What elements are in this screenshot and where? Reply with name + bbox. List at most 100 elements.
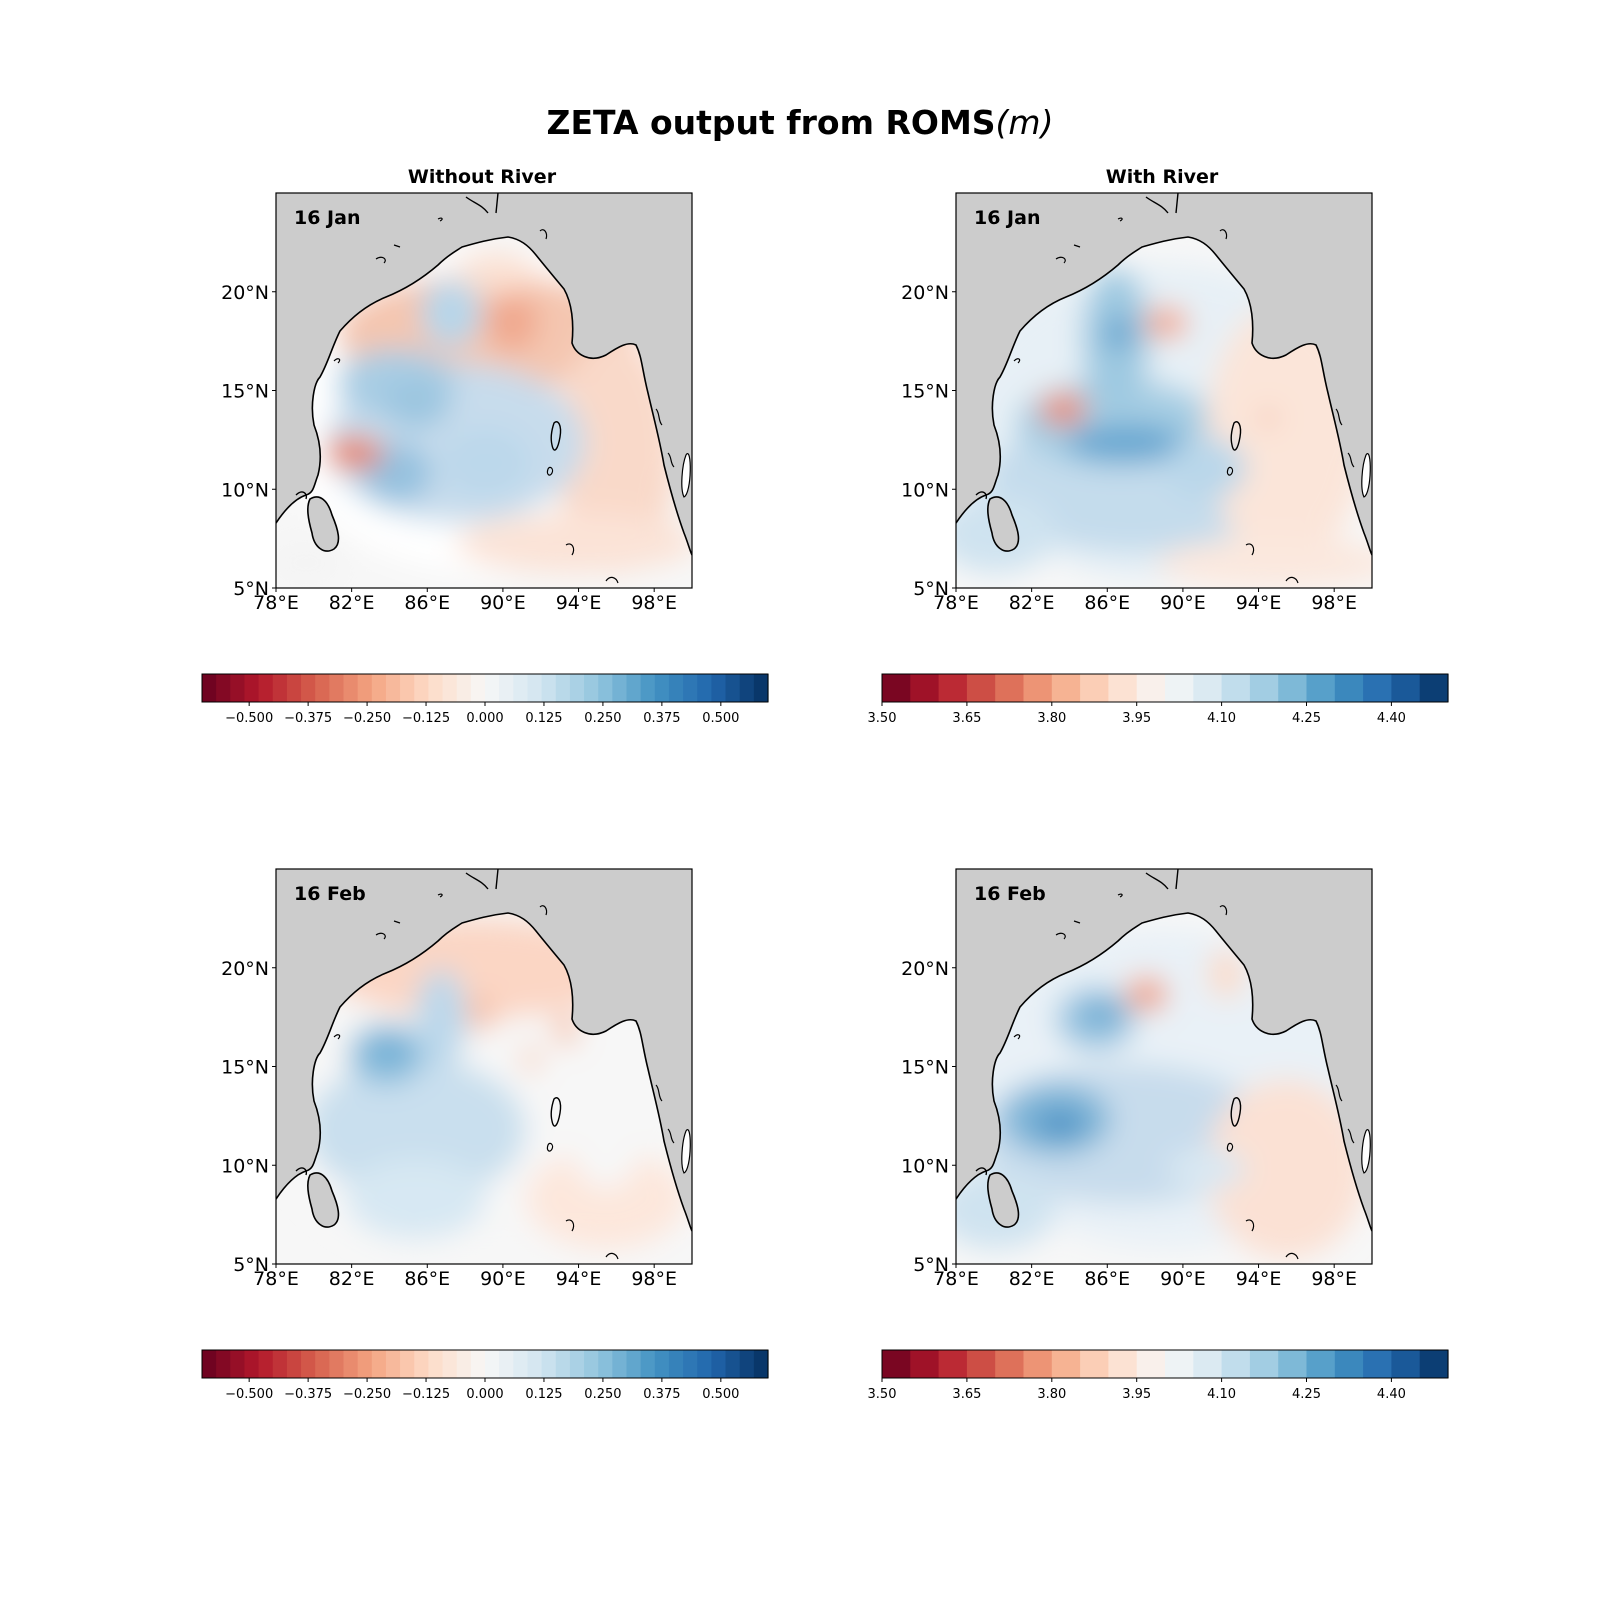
anomaly-blob (377, 1039, 405, 1059)
colorbar-tick-label: 4.25 (1292, 1387, 1321, 1402)
lon-tick-label: 82°E (1009, 1268, 1055, 1290)
colorbar-level (1221, 674, 1251, 702)
anomaly-blob (382, 377, 450, 429)
colorbar-level (612, 1350, 628, 1378)
lon-tick-label: 78°E (253, 592, 299, 614)
anomaly-blob (1066, 423, 1186, 463)
colorbar-level (485, 1350, 500, 1378)
lon-tick-label: 94°E (1236, 592, 1282, 614)
colorbar-level (1278, 674, 1308, 702)
colorbar-tick-label: 0.125 (525, 711, 562, 726)
anomaly-blob (1105, 317, 1133, 349)
colorbar-tick-label: 3.50 (868, 711, 897, 726)
colorbar-tick-label: 0.375 (643, 1387, 680, 1402)
colorbar-level (1334, 1350, 1364, 1378)
colorbar-level (258, 674, 274, 702)
colorbar-tick-label: 0.000 (466, 711, 503, 726)
colorbar-level (966, 1350, 996, 1378)
colorbar-level (739, 674, 755, 702)
colorbar-level (1221, 1350, 1251, 1378)
colorbar-tick-label: −0.250 (343, 711, 391, 726)
colorbar-level (910, 1350, 940, 1378)
colorbar-level (400, 674, 415, 702)
colorbar-level (753, 674, 769, 702)
colorbar-tick-label: 3.80 (1037, 711, 1066, 726)
colorbar-level (995, 1350, 1025, 1378)
colorbar-level (216, 1350, 231, 1378)
colorbar-level (216, 674, 231, 702)
colorbar-level (1193, 674, 1223, 702)
colorbar-level (569, 1350, 585, 1378)
colorbar-level (1193, 1350, 1223, 1378)
anomaly-blob (1051, 403, 1075, 419)
colorbar-tick-label: 3.65 (952, 711, 981, 726)
column-title-with-river: With River (1106, 166, 1219, 188)
lon-tick-label: 94°E (1236, 1268, 1282, 1290)
colorbar-level (414, 1350, 429, 1378)
anomaly-blob (526, 1149, 686, 1249)
lat-tick-label: 20°N (901, 282, 949, 304)
colorbar-tick-label: −0.125 (402, 1387, 450, 1402)
anomaly-blob (1208, 949, 1244, 999)
colorbar-level (244, 1350, 260, 1378)
colorbar-level (1278, 1350, 1308, 1378)
colorbar-tick-label: −0.375 (284, 1387, 332, 1402)
colorbar-level (230, 674, 246, 702)
colorbar-level (1136, 674, 1166, 702)
colorbar-level (711, 1350, 727, 1378)
map-panel-2: 16 Jan 78°E 82°E 86°E 90°E 94°E 98°E 20°N 15°N 10… (901, 192, 1373, 614)
colorbar-level (1136, 1350, 1166, 1378)
colorbar-tick-label: 0.000 (466, 1387, 503, 1402)
colorbar-level (470, 674, 486, 702)
colorbar-tick-label: −0.250 (343, 1387, 391, 1402)
colorbar-level (442, 1350, 458, 1378)
anomaly-blob (306, 1059, 526, 1199)
colorbar-level (995, 674, 1025, 702)
colorbar-level (584, 1350, 599, 1378)
colorbar-level (541, 674, 557, 702)
column-title-without-river: Without River (408, 166, 557, 188)
panel-date-label: 16 Feb (974, 883, 1046, 905)
colorbar-tick-label: −0.500 (225, 711, 273, 726)
anomaly-blob (1206, 1079, 1366, 1259)
map-panels: 16 Jan 78°E 82°E 86°E 90°E 94°E 98°E 20°N 15°N 10… (221, 192, 1373, 1290)
colorbar-level (1023, 1350, 1053, 1378)
colorbar-level (329, 1350, 345, 1378)
colorbar-level (584, 674, 599, 702)
colorbar-level (1051, 1350, 1081, 1378)
colorbar-level (343, 674, 359, 702)
lat-tick-label: 10°N (221, 479, 269, 501)
colorbar-level (1306, 674, 1336, 702)
lon-tick-label: 86°E (1084, 592, 1130, 614)
lon-tick-label: 90°E (1160, 1268, 1206, 1290)
lon-tick-label: 94°E (556, 592, 602, 614)
colorbar-level (244, 674, 260, 702)
colorbar-level (1023, 674, 1053, 702)
anomaly-blob (421, 279, 481, 347)
colorbar-level (654, 1350, 670, 1378)
colorbar-level (357, 1350, 373, 1378)
lat-tick-label: 10°N (221, 1155, 269, 1177)
colorbar-level (654, 674, 670, 702)
lat-tick-label: 5°N (233, 1254, 269, 1276)
colorbar-level (527, 674, 543, 702)
lon-tick-label: 82°E (1009, 592, 1055, 614)
colorbar-level (668, 1350, 684, 1378)
colorbar-level (470, 1350, 486, 1378)
colorbar-tick-label: 4.10 (1207, 711, 1236, 726)
lat-tick-label: 20°N (221, 958, 269, 980)
anomaly-blob (521, 1045, 541, 1073)
lat-tick-label: 5°N (913, 578, 949, 600)
colorbar-tick-label: 0.250 (584, 711, 621, 726)
colorbar-tick-label: 0.500 (702, 1387, 739, 1402)
lat-tick-label: 5°N (913, 1254, 949, 1276)
colorbar-level (357, 674, 373, 702)
lon-tick-label: 94°E (556, 1268, 602, 1290)
colorbar-level (598, 674, 613, 702)
colorbar-level (966, 674, 996, 702)
colorbar-level (371, 674, 387, 702)
colorbar-frame (881, 673, 1449, 703)
anomaly-blob (1156, 538, 1372, 588)
colorbar-level (1165, 1350, 1194, 1378)
